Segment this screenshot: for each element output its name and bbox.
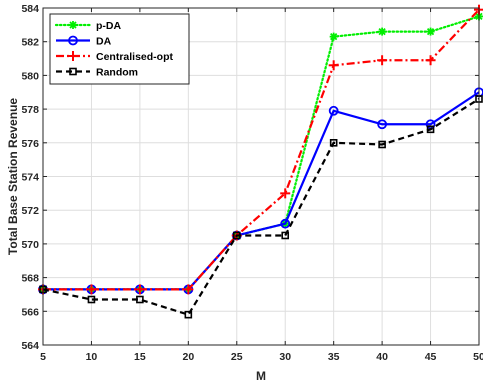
x-tick-label: 45 bbox=[425, 351, 437, 363]
x-tick-label: 30 bbox=[279, 351, 291, 363]
y-tick-label: 570 bbox=[21, 239, 39, 251]
data-point bbox=[68, 35, 78, 46]
legend-item: Random bbox=[56, 67, 138, 79]
data-point bbox=[69, 67, 77, 76]
series-lines bbox=[38, 4, 483, 319]
x-tick-label: 5 bbox=[40, 351, 46, 363]
data-point bbox=[184, 310, 193, 319]
data-point bbox=[69, 21, 77, 29]
y-tick-label: 580 bbox=[21, 70, 39, 82]
x-tick-label: 25 bbox=[231, 351, 243, 363]
data-point bbox=[426, 27, 435, 36]
legend-label: p-DA bbox=[96, 20, 121, 32]
y-tick-label: 564 bbox=[21, 340, 39, 352]
legend-item: p-DA bbox=[54, 20, 121, 32]
data-point bbox=[377, 55, 388, 66]
data-point bbox=[68, 51, 78, 61]
x-tick-label: 10 bbox=[86, 351, 98, 363]
legend-item: Centralised-opt bbox=[56, 51, 174, 63]
data-point bbox=[377, 119, 388, 130]
y-axis-label: Total Base Station Revenue bbox=[6, 98, 20, 255]
x-tick-label: 50 bbox=[473, 351, 483, 363]
data-point bbox=[232, 231, 241, 240]
legend-label: Random bbox=[96, 67, 138, 79]
series-line bbox=[42, 98, 480, 316]
data-point bbox=[329, 32, 338, 41]
y-tick-label: 568 bbox=[21, 273, 39, 285]
data-point bbox=[86, 284, 97, 295]
x-axis-label: M bbox=[256, 369, 266, 383]
data-point bbox=[378, 140, 386, 149]
y-tick-label: 578 bbox=[21, 104, 39, 116]
data-point bbox=[328, 60, 339, 71]
x-tick-label: 20 bbox=[182, 351, 194, 363]
x-tick-label: 40 bbox=[376, 351, 388, 363]
data-point bbox=[134, 284, 145, 295]
x-tick-label: 15 bbox=[134, 351, 146, 363]
data-point bbox=[87, 295, 96, 304]
y-tick-label: 582 bbox=[21, 37, 39, 49]
data-point bbox=[328, 105, 339, 116]
data-point bbox=[329, 139, 338, 147]
y-tick-label: 574 bbox=[21, 172, 39, 184]
data-point bbox=[281, 231, 290, 240]
data-point bbox=[136, 295, 144, 304]
axes: 5 10 15 20 25 30 35 40 45 50 564 566 568 570 572 574 576… bbox=[21, 3, 483, 363]
data-point bbox=[425, 55, 436, 66]
legend: p-DA DA Centralised-opt Random bbox=[49, 13, 190, 85]
y-tick-label: 576 bbox=[21, 138, 39, 150]
legend-label: DA bbox=[96, 36, 112, 48]
y-tick-label: 572 bbox=[21, 205, 39, 217]
x-tick-label: 35 bbox=[328, 351, 340, 363]
data-point bbox=[280, 188, 291, 199]
data-point bbox=[426, 125, 435, 134]
legend-item: DA bbox=[56, 36, 112, 48]
series-line bbox=[43, 8, 480, 291]
data-point bbox=[280, 218, 291, 229]
data-point bbox=[183, 284, 194, 295]
y-tick-label: 566 bbox=[21, 306, 39, 318]
data-point bbox=[378, 27, 387, 36]
legend-label: Centralised-opt bbox=[96, 51, 174, 63]
series-line bbox=[43, 91, 480, 291]
y-tick-label: 584 bbox=[21, 3, 39, 15]
